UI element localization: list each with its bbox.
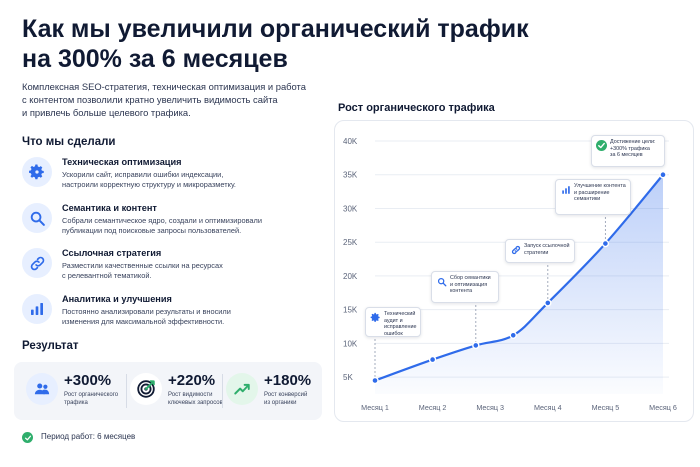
gear-icon [22, 157, 52, 187]
feature-item-technical: Техническая оптимизация Ускорили сайт, и… [22, 157, 322, 197]
feature-item-links: Ссылочная стратегия Разместили качествен… [22, 248, 322, 288]
annotation-text: Сбор семантики и оптимизация контента [450, 275, 491, 295]
chart-card: 5K 10K 15K 20K 25K 30K 35K 40K Месяц 1 Месяц 2 Мес… [334, 120, 694, 422]
search-icon [436, 276, 447, 287]
results-heading: Результат [22, 340, 79, 352]
result-value: +220% [168, 372, 216, 389]
x-tick-label: Месяц 3 [476, 403, 504, 412]
page-title: Как мы увеличили органический трафик на … [22, 14, 542, 74]
trend-up-icon [226, 373, 258, 405]
annotation-box: Улучшение контента и расширение семантики [555, 179, 631, 215]
annotation-box: Технический аудит и исправление ошибок [365, 307, 421, 337]
users-icon [26, 373, 58, 405]
feature-description: Ускорили сайт, исправили ошибки индексац… [62, 170, 236, 189]
intro-line-3: и привлечь больше целевого трафика. [22, 107, 191, 118]
result-label: Рост конверсий из органики [264, 392, 308, 406]
data-point [509, 331, 517, 340]
annotation-text: Достижение цели: +300% трафика за 6 месяце… [610, 139, 656, 159]
intro-line-1: Комплексная SEO-стратегия, техническая о… [22, 81, 306, 92]
y-tick-label: 20K [343, 272, 358, 281]
bar-chart-icon [22, 294, 52, 324]
feature-title: Ссылочная стратегия [62, 248, 162, 258]
search-icon [22, 203, 52, 233]
intro-line-2: с контентом позволили кратно увеличить в… [22, 94, 278, 105]
traffic-chart: 5K 10K 15K 20K 25K 30K 35K 40K Месяц 1 Месяц 2 Мес… [343, 137, 677, 412]
result-visibility: +220% Рост видимости ключевых запросов [130, 362, 226, 420]
y-tick-label: 10K [343, 339, 358, 348]
data-point [659, 171, 667, 179]
annotation-box: Запуск ссылочной стратегии [505, 239, 575, 263]
intro-text: Комплексная SEO-стратегия, техническая о… [22, 80, 322, 119]
link-icon [22, 248, 52, 278]
check-icon [596, 140, 607, 151]
divider [126, 374, 127, 408]
period-text: Период работ: 6 месяцев [41, 432, 136, 441]
annotation-text: Запуск ссылочной стратегии [524, 243, 570, 256]
divider [222, 374, 223, 408]
feature-item-analytics: Аналитика и улучшения Постоянно анализир… [22, 294, 322, 334]
link-icon [510, 244, 521, 255]
check-icon [22, 432, 33, 443]
result-value: +180% [264, 372, 312, 389]
series-area [375, 174, 663, 394]
feature-title: Семантика и контент [62, 203, 157, 213]
x-tick-label: Месяц 6 [649, 403, 677, 412]
target-icon [130, 373, 162, 405]
annotation-text: Технический аудит и исправление ошибок [384, 311, 417, 337]
y-tick-label: 15K [343, 306, 358, 315]
y-tick-label: 5K [343, 373, 353, 382]
y-tick-label: 30K [343, 204, 358, 213]
result-conversions: +180% Рост конверсий из органики [226, 362, 322, 420]
data-point [428, 355, 437, 364]
chart-title: Рост органического трафика [338, 102, 495, 114]
gear-icon [370, 312, 381, 323]
feature-item-semantics: Семантика и контент Собрали семантическо… [22, 203, 322, 243]
feature-description: Собрали семантическое ядро, создали и оп… [62, 216, 262, 235]
results-panel: +300% Рост органического трафика +220% Ро… [14, 362, 322, 420]
feature-description: Разместили качественные ссылки на ресурс… [62, 261, 223, 280]
what-we-did-heading: Что мы сделали [22, 136, 116, 148]
bar-chart-icon [560, 184, 571, 195]
feature-title: Аналитика и улучшения [62, 294, 172, 304]
y-tick-label: 25K [343, 238, 358, 247]
result-value: +300% [64, 372, 112, 389]
annotation-box: Сбор семантики и оптимизация контента [431, 271, 499, 303]
result-traffic: +300% Рост органического трафика [26, 362, 122, 420]
feature-title: Техническая оптимизация [62, 157, 182, 167]
y-tick-label: 40K [343, 137, 358, 146]
x-tick-label: Месяц 1 [361, 403, 389, 412]
data-point [371, 376, 379, 385]
title-line-2: на 300% за 6 месяцев [22, 45, 288, 73]
data-point [544, 299, 552, 307]
result-label: Рост органического трафика [64, 392, 119, 406]
result-label: Рост видимости ключевых запросов [168, 392, 223, 406]
y-tick-label: 35K [343, 171, 358, 180]
x-tick-label: Месяц 4 [534, 403, 562, 412]
annotation-box: Достижение цели: +300% трафика за 6 месяце… [591, 135, 665, 167]
x-tick-label: Месяц 2 [419, 403, 447, 412]
annotation-text: Улучшение контента и расширение семантики [574, 183, 626, 203]
data-point [601, 239, 610, 248]
title-line-1: Как мы увеличили органический трафик [22, 15, 529, 43]
x-tick-label: Месяц 5 [592, 403, 620, 412]
data-point [472, 341, 480, 350]
feature-description: Постоянно анализировали результаты и вно… [62, 307, 231, 326]
